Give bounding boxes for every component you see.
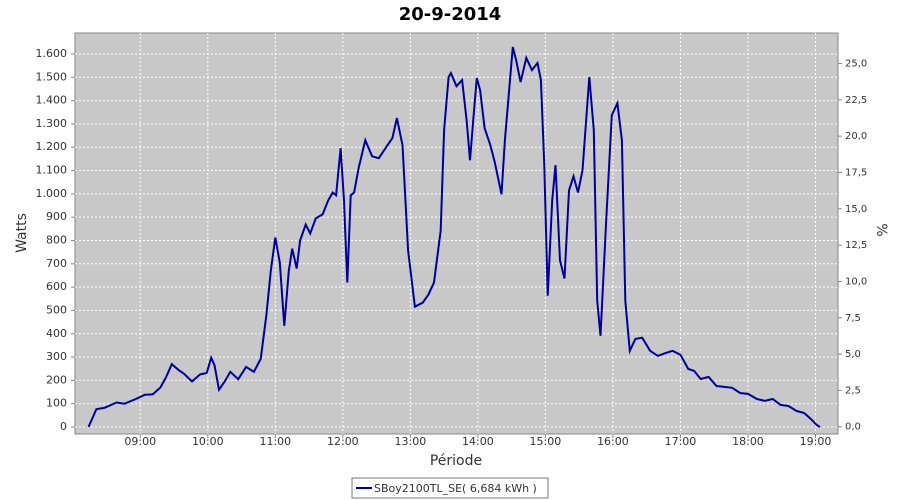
y-tick-label: 1.200 [36,140,68,153]
y-tick-label: 300 [46,350,67,363]
y-tick-label: 800 [46,233,67,246]
y-tick-label: 600 [46,280,67,293]
y-tick-label: 1.500 [36,70,68,83]
x-tick-label: 18:00 [732,435,764,448]
y-tick-label: 200 [46,373,67,386]
y-tick-label: 1.600 [36,47,68,60]
y2-tick-label: 7,5 [845,313,861,324]
x-axis-title: Période [430,453,482,469]
x-tick-label: 10:00 [192,435,224,448]
x-tick-label: 14:00 [462,435,494,448]
y-axis-title: Watts [14,213,30,253]
x-tick-label: 15:00 [530,435,562,448]
y-tick-label: 1.000 [36,187,68,200]
y-tick-label: 100 [46,397,67,410]
y2-tick-label: 0,0 [845,422,861,433]
y-tick-label: 700 [46,257,67,270]
y2-tick-label: 20,0 [845,131,867,142]
y-tick-label: 0 [60,420,67,433]
x-tick-label: 17:00 [665,435,697,448]
y-tick-label: 1.100 [36,164,68,177]
chart-title: 20-9-2014 [399,4,502,25]
y-tick-label: 1.300 [36,117,68,130]
x-tick-label: 12:00 [327,435,359,448]
y2-tick-label: 10,0 [845,276,867,287]
y2-tick-label: 5,0 [845,349,861,360]
x-tick-label: 09:00 [124,435,156,448]
series-line [87,46,821,428]
y-tick-label: 900 [46,210,67,223]
y2-tick-label: 22,5 [845,95,867,106]
y2-tick-label: 17,5 [845,167,867,178]
x-tick-label: 16:00 [597,435,629,448]
plot-area [74,32,839,435]
y2-tick-label: 2,5 [845,385,861,396]
x-tick-label: 19:00 [800,435,832,448]
y2-tick-label: 25,0 [845,59,867,70]
y-tick-label: 1.400 [36,94,68,107]
legend [351,477,549,499]
y-tick-label: 500 [46,303,67,316]
y2-tick-label: 12,5 [845,240,867,251]
y-tick-label: 400 [46,327,67,340]
y2-tick-label: 15,0 [845,204,867,215]
y2-axis-title: % [873,223,889,236]
x-tick-label: 11:00 [259,435,291,448]
legend-label: SBoy2100TL_SE( 6,684 kWh ) [374,482,537,495]
x-tick-label: 13:00 [395,435,427,448]
